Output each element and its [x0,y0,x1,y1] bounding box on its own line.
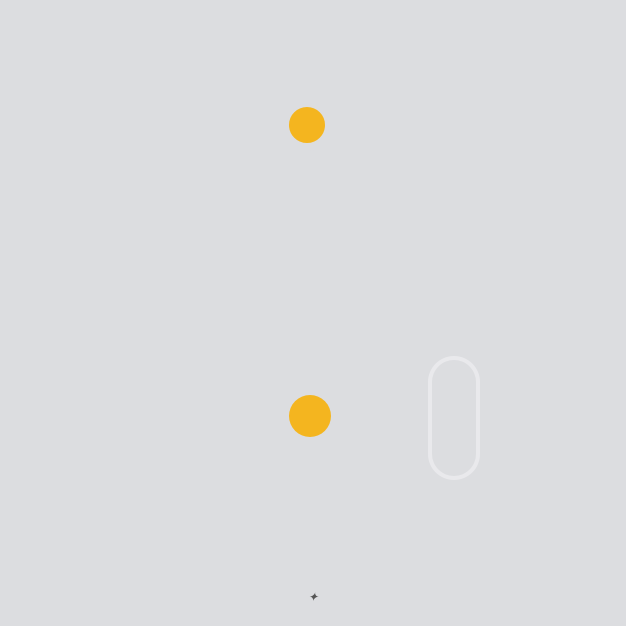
page-title [0,0,626,22]
row-2 [0,218,626,334]
pie-center-label [289,395,331,437]
radial-donut [232,50,382,200]
tiny-pie-icon [474,352,486,364]
donut-center-label [281,99,333,151]
freepik-logo-icon: ✦ [308,590,318,604]
credit-line: ✦ [0,590,626,604]
row-1 [0,56,626,196]
capsule-chart [432,360,476,476]
line-chart [36,356,206,450]
pie-chart [250,356,370,476]
presentation-panel [484,370,590,378]
row-3 [0,356,626,506]
